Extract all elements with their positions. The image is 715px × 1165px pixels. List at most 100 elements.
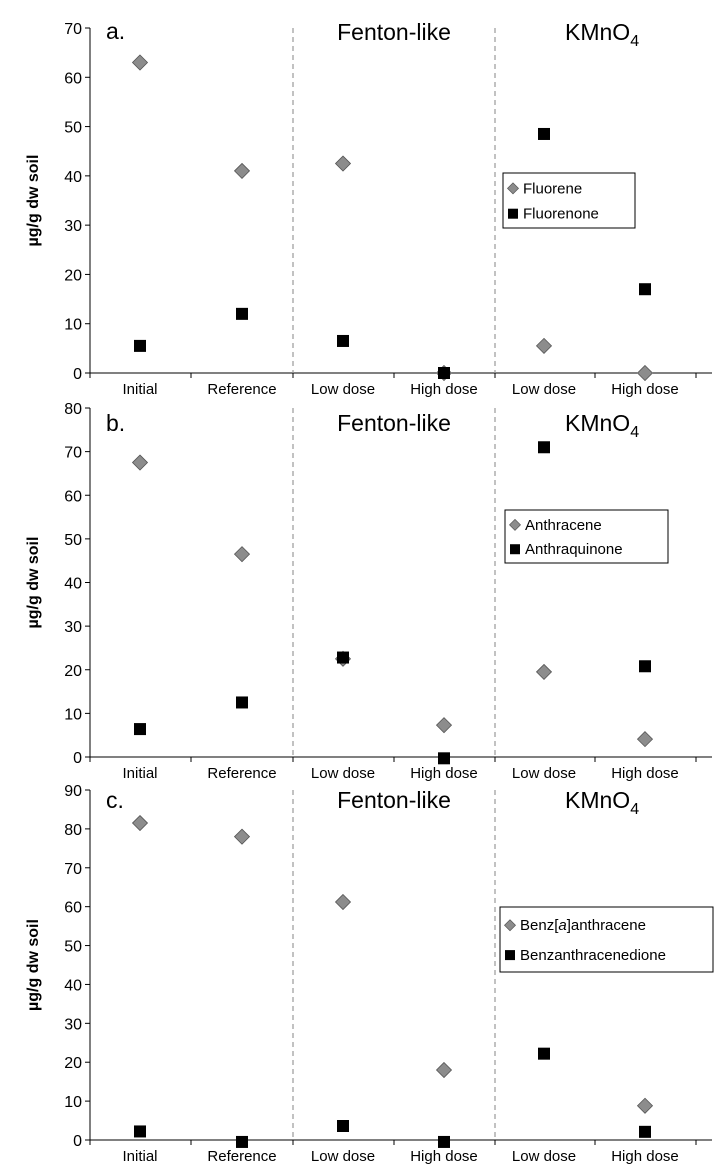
y-tick-label: 70	[64, 861, 82, 878]
x-tick-label: Low dose	[311, 1148, 375, 1165]
x-tick-label: Low dose	[311, 381, 375, 398]
y-tick-label: 20	[64, 267, 82, 284]
data-point-square	[134, 339, 146, 352]
x-tick-label: High dose	[410, 1148, 478, 1165]
y-tick-label: 10	[64, 317, 82, 334]
data-point-diamond	[334, 893, 352, 911]
data-point-square	[538, 127, 550, 140]
data-point-square	[337, 651, 349, 664]
data-point-square	[639, 1125, 651, 1138]
y-tick-label: 30	[64, 218, 82, 235]
data-point-diamond	[636, 364, 654, 382]
y-tick-label: 30	[64, 619, 82, 636]
legend-label: Anthracene	[525, 517, 602, 534]
data-point-square	[236, 696, 248, 709]
data-point-square	[236, 307, 248, 320]
y-axis-label: µg/g dw soil	[25, 155, 42, 247]
y-tick-label: 40	[64, 169, 82, 186]
legend-label: Fluorene	[523, 180, 582, 197]
data-point-diamond	[233, 546, 251, 563]
legend-label: Fluorenone	[523, 206, 599, 223]
panel-label: c.	[106, 787, 124, 813]
data-point-diamond	[435, 1061, 453, 1079]
y-tick-label: 20	[64, 663, 82, 680]
data-point-square	[134, 1125, 146, 1138]
chart-panel-3: 0 10 20 30 40 50 60 70 80 90 Initial Reference Low d…	[25, 783, 714, 1165]
legend-box	[504, 509, 669, 564]
legend-label-part: ]anthracene	[567, 917, 646, 934]
data-point-diamond	[334, 155, 352, 172]
data-point-diamond	[535, 663, 553, 680]
legend-label: Anthraquinone	[525, 541, 623, 558]
y-tick-label: 70	[64, 21, 82, 38]
data-point-square	[639, 283, 651, 296]
data-point-square	[134, 723, 146, 736]
y-tick-label: 60	[64, 900, 82, 917]
legend-label: Benz[a]anthracene	[520, 917, 646, 934]
x-tick-label: High dose	[611, 381, 679, 398]
y-tick-label: 50	[64, 939, 82, 956]
legend-label-part: a	[558, 917, 566, 934]
legend-marker-diamond	[509, 518, 521, 531]
x-tick-label: High dose	[410, 765, 478, 782]
data-point-diamond	[131, 814, 149, 832]
data-point-square	[538, 1047, 550, 1060]
legend-marker-square	[508, 208, 518, 219]
x-tick-label: Initial	[122, 765, 157, 782]
x-tick-label: Low dose	[512, 765, 576, 782]
x-tick-label: High dose	[410, 381, 478, 398]
group-label-kmno4-sub: 4	[630, 801, 639, 818]
y-tick-label: 90	[64, 783, 82, 800]
x-tick-label: Low dose	[512, 1148, 576, 1165]
y-tick-label: 30	[64, 1016, 82, 1033]
y-tick-label: 80	[64, 401, 82, 418]
y-tick-label: 50	[64, 532, 82, 549]
data-point-square	[337, 334, 349, 347]
group-label-fenton: Fenton-like	[337, 410, 451, 436]
data-point-square	[639, 660, 651, 673]
group-label-kmno4-sub: 4	[630, 33, 639, 50]
y-tick-label: 20	[64, 1055, 82, 1072]
y-tick-label: 80	[64, 822, 82, 839]
data-point-diamond	[131, 54, 149, 71]
chart-panel-1: 0 10 20 30 40 50 60 70 Initial Reference Low dose H…	[25, 18, 712, 398]
group-label-fenton: Fenton-like	[337, 787, 451, 813]
legend-marker-diamond	[504, 919, 516, 932]
y-tick-label: 10	[64, 706, 82, 723]
data-point-diamond	[435, 717, 453, 734]
legend-label: Benzanthracenedione	[520, 947, 666, 964]
legend-marker-square	[510, 544, 520, 555]
legend-box	[499, 906, 714, 973]
x-tick-label: Reference	[207, 765, 276, 782]
x-tick-label: Initial	[122, 381, 157, 398]
group-label-kmno4-base: KMnO	[565, 410, 630, 436]
group-label-kmno4: KMnO4	[565, 19, 639, 50]
x-tick-label: Reference	[207, 1148, 276, 1165]
chart-panel-2: 0 10 20 30 40 50 60 70 80 Initial Reference Low dos…	[25, 401, 712, 782]
x-tick-label: High dose	[611, 1148, 679, 1165]
y-axis-label: µg/g dw soil	[25, 919, 42, 1011]
group-label-fenton: Fenton-like	[337, 19, 451, 45]
y-tick-label: 40	[64, 977, 82, 994]
data-point-diamond	[233, 828, 251, 845]
group-label-kmno4: KMnO4	[565, 787, 639, 818]
x-tick-label: Low dose	[512, 381, 576, 398]
data-point-square	[438, 752, 450, 765]
panel-label: b.	[106, 410, 125, 436]
data-point-diamond	[233, 162, 251, 179]
x-tick-label: Low dose	[311, 765, 375, 782]
y-tick-label: 10	[64, 1094, 82, 1111]
legend-marker-diamond	[507, 182, 519, 195]
data-point-square	[438, 1135, 450, 1148]
x-tick-label: Reference	[207, 381, 276, 398]
y-tick-label: 70	[64, 445, 82, 462]
panel-label: a.	[106, 18, 125, 44]
group-label-kmno4-base: KMnO	[565, 787, 630, 813]
x-tick-label: High dose	[611, 765, 679, 782]
y-tick-label: 60	[64, 488, 82, 505]
data-point-diamond	[131, 454, 149, 471]
data-point-square	[236, 1135, 248, 1148]
y-tick-label: 40	[64, 576, 82, 593]
legend-label-part: Benz[	[520, 917, 559, 934]
